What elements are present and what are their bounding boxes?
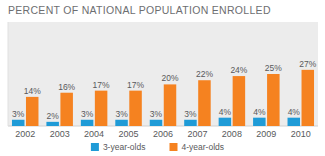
x-tick-label: 2005 [119, 129, 139, 139]
data-label: 24% [230, 65, 247, 75]
bar [26, 97, 39, 126]
chart: PERCENT OF NATIONAL POPULATION ENROLLED 3… [0, 0, 325, 156]
bar [184, 120, 197, 126]
bar [302, 70, 315, 126]
data-label: 22% [196, 69, 213, 79]
bar [233, 76, 246, 126]
bar [12, 120, 24, 126]
data-label: 3% [81, 109, 94, 119]
legend-swatch [170, 143, 178, 151]
x-tick-label: 2010 [291, 129, 311, 139]
legend-label: 4-year-olds [182, 142, 225, 152]
data-label: 17% [93, 80, 110, 90]
bar [95, 91, 108, 126]
data-label: 3% [184, 109, 197, 119]
bar [46, 122, 59, 126]
bar [164, 84, 177, 126]
plot-background [8, 22, 318, 126]
bar [60, 93, 73, 126]
bar [150, 120, 163, 126]
data-label: 3% [115, 109, 128, 119]
data-label: 14% [24, 86, 41, 96]
x-tick-label: 2008 [222, 129, 242, 139]
x-tick-label: 2009 [256, 129, 276, 139]
x-tick-label: 2007 [187, 129, 207, 139]
data-label: 16% [58, 82, 75, 92]
legend-swatch [91, 143, 99, 151]
legend: 3-year-olds 4-year-olds [91, 142, 224, 152]
bar [219, 118, 232, 126]
data-label: 4% [253, 107, 266, 117]
x-tick-label: 2004 [84, 129, 104, 139]
x-tick-label: 2006 [153, 129, 173, 139]
legend-label: 3-year-olds [103, 142, 146, 152]
bars [12, 70, 314, 126]
data-label: 3% [150, 109, 163, 119]
bar [198, 80, 211, 126]
bar [267, 74, 280, 126]
data-label: 17% [127, 80, 144, 90]
data-label: 27% [299, 59, 316, 69]
data-label: 4% [288, 107, 301, 117]
title: PERCENT OF NATIONAL POPULATION ENROLLED [8, 4, 271, 16]
bar [81, 120, 94, 126]
x-tick-label: 2003 [50, 129, 70, 139]
data-label: 20% [161, 73, 178, 83]
bar [253, 118, 265, 126]
labels: 3% 14% 2% 16% 3% 17% 3% 17% 3% 20% 3% 22% 4% 24% 4% 25%… [12, 59, 317, 121]
data-label: 4% [219, 107, 232, 117]
bar [129, 91, 142, 126]
bar [288, 118, 301, 126]
bar [115, 120, 128, 126]
x-tick-label: 2002 [15, 129, 35, 139]
data-label: 2% [47, 111, 60, 121]
data-label: 3% [12, 109, 25, 119]
y-axis-line [8, 22, 9, 126]
data-label: 25% [265, 63, 282, 73]
